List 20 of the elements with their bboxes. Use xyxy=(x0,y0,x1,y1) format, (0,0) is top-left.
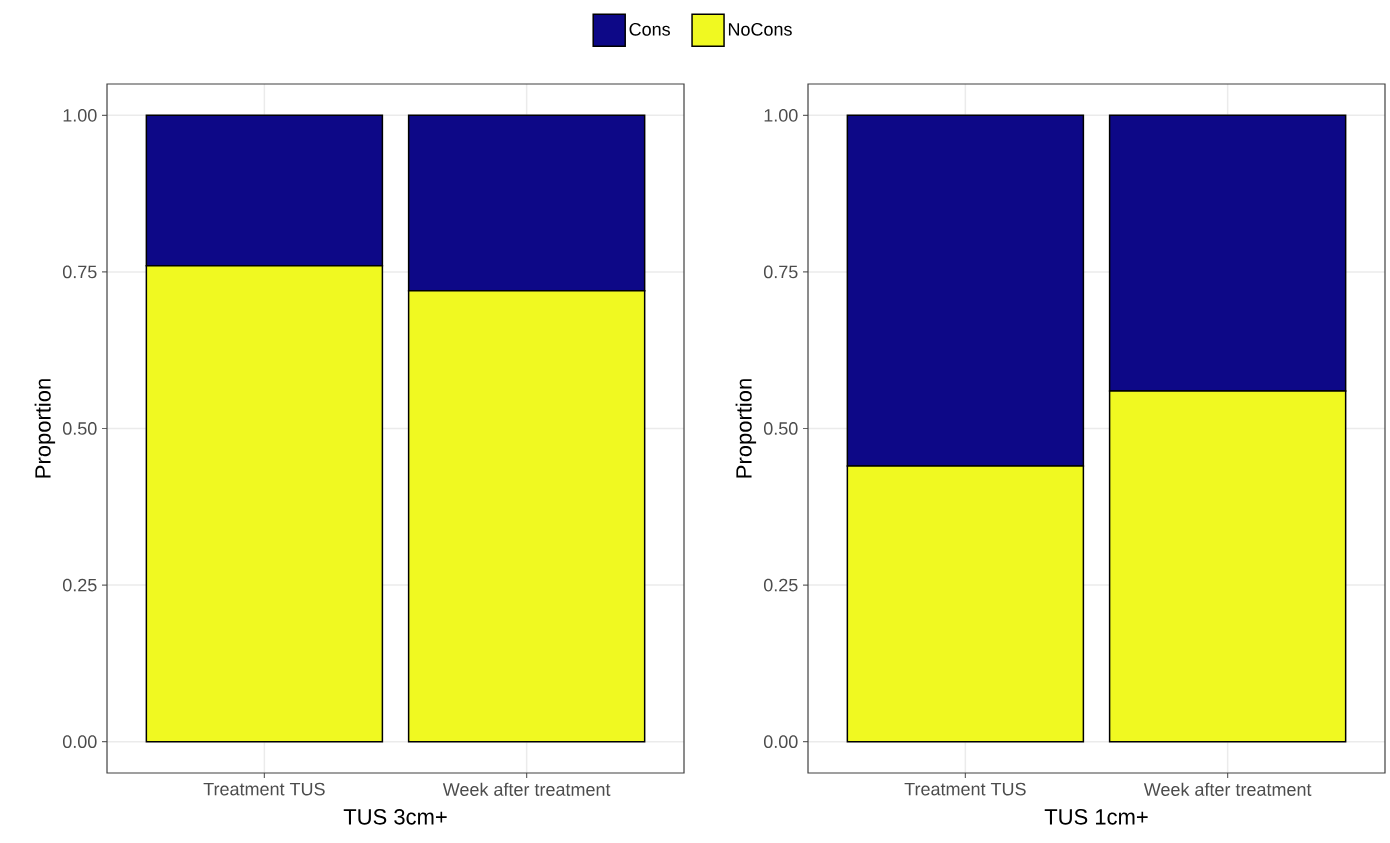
y-tick-label: 1.00 xyxy=(764,108,798,122)
y-tick-label: 0.25 xyxy=(763,578,798,592)
legend-label: NoCons xyxy=(728,22,792,36)
y-tick-label: 0.75 xyxy=(62,265,97,279)
y-axis-title: Proportion xyxy=(34,379,56,478)
y-tick-label: 0.50 xyxy=(763,422,798,435)
y-axis-title: Proportion xyxy=(735,379,757,478)
x-tick-label: Week after treatment xyxy=(442,782,611,796)
x-tick-label: Week after treatment xyxy=(1143,782,1312,796)
x-axis-title: TUS 3cm+ xyxy=(343,809,447,825)
y-tick-label: 0.00 xyxy=(763,735,798,749)
y-tick-label: 0.00 xyxy=(62,735,97,749)
x-axis-title: TUS 1cm+ xyxy=(1044,809,1148,825)
legend-label: Cons xyxy=(629,22,670,36)
y-tick-label: 1.00 xyxy=(63,108,97,122)
y-tick-label: 0.50 xyxy=(62,422,97,435)
x-tick-label: Treatment TUS xyxy=(203,782,325,796)
y-tick-label: 0.75 xyxy=(763,265,798,279)
y-tick-label: 0.25 xyxy=(62,578,97,592)
x-tick-label: Treatment TUS xyxy=(904,782,1026,796)
